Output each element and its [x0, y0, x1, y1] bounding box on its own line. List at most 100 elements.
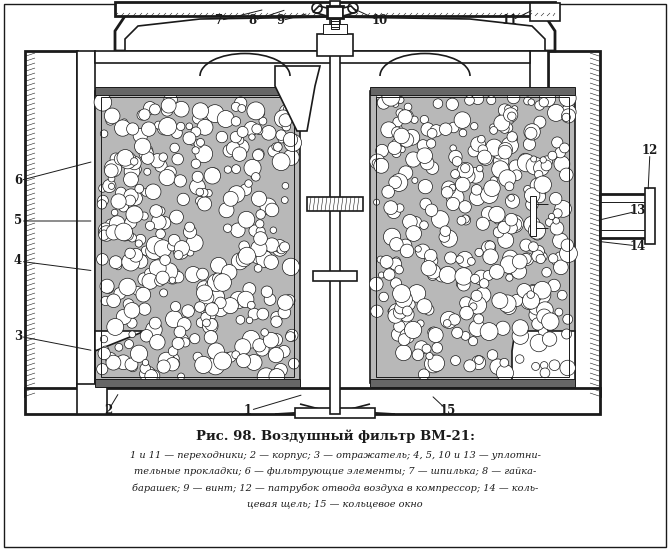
Circle shape [478, 151, 493, 165]
Circle shape [196, 196, 204, 206]
Circle shape [480, 186, 498, 203]
Circle shape [370, 154, 385, 169]
Polygon shape [25, 388, 600, 414]
Circle shape [96, 364, 108, 375]
Circle shape [513, 254, 527, 269]
Circle shape [205, 190, 212, 197]
Circle shape [133, 128, 147, 143]
Circle shape [471, 290, 482, 301]
Text: барашек; 9 — винт; 12 — патрубок отвода воздуха в компрессор; 14 — коль-: барашек; 9 — винт; 12 — патрубок отвода … [132, 483, 538, 493]
Circle shape [217, 111, 234, 127]
Circle shape [269, 348, 283, 363]
Circle shape [276, 130, 286, 141]
Circle shape [172, 337, 184, 349]
Circle shape [468, 296, 486, 314]
Circle shape [448, 122, 459, 133]
Circle shape [461, 332, 470, 341]
Circle shape [185, 222, 194, 232]
Circle shape [192, 171, 203, 182]
Circle shape [506, 274, 513, 281]
Circle shape [388, 308, 394, 314]
Circle shape [449, 314, 460, 325]
Circle shape [490, 177, 497, 183]
Circle shape [226, 142, 240, 155]
Circle shape [106, 116, 115, 125]
Circle shape [550, 222, 564, 235]
Circle shape [529, 222, 545, 239]
Circle shape [537, 302, 553, 318]
Circle shape [530, 334, 547, 352]
Circle shape [425, 204, 438, 217]
Circle shape [555, 308, 563, 316]
Circle shape [197, 281, 212, 296]
Circle shape [508, 112, 516, 121]
Circle shape [157, 360, 170, 373]
Circle shape [200, 188, 208, 197]
Circle shape [484, 180, 500, 197]
Circle shape [255, 127, 263, 134]
Circle shape [529, 308, 543, 322]
Circle shape [255, 342, 269, 356]
Circle shape [521, 253, 533, 266]
Circle shape [139, 146, 153, 160]
Circle shape [134, 255, 148, 268]
Circle shape [417, 320, 424, 327]
Circle shape [535, 101, 544, 110]
Circle shape [384, 201, 398, 214]
Circle shape [222, 268, 234, 279]
Circle shape [483, 249, 498, 264]
Circle shape [504, 108, 518, 122]
Circle shape [279, 104, 295, 121]
Circle shape [244, 159, 261, 176]
Circle shape [559, 143, 569, 153]
Circle shape [195, 145, 212, 163]
Circle shape [498, 145, 512, 159]
Circle shape [476, 217, 489, 230]
Circle shape [399, 307, 414, 322]
Circle shape [401, 110, 413, 122]
Circle shape [446, 197, 460, 210]
Circle shape [149, 260, 166, 277]
Circle shape [145, 242, 163, 260]
Bar [95, 91, 300, 383]
Circle shape [498, 295, 516, 312]
Circle shape [107, 294, 121, 307]
Circle shape [232, 165, 241, 174]
Circle shape [396, 109, 405, 117]
Circle shape [475, 287, 491, 303]
Circle shape [135, 138, 151, 154]
Circle shape [393, 131, 400, 138]
Circle shape [532, 229, 543, 240]
Circle shape [508, 195, 517, 203]
Circle shape [116, 355, 131, 370]
Circle shape [238, 291, 254, 307]
Circle shape [170, 143, 180, 153]
Circle shape [547, 104, 564, 121]
Circle shape [256, 342, 266, 352]
Circle shape [214, 352, 232, 370]
Circle shape [208, 274, 225, 291]
Circle shape [248, 308, 260, 320]
Circle shape [507, 132, 517, 142]
Circle shape [376, 144, 389, 157]
Circle shape [135, 234, 146, 245]
Circle shape [399, 166, 413, 180]
Circle shape [231, 117, 241, 126]
Circle shape [105, 353, 117, 364]
Text: 7: 7 [214, 14, 222, 28]
Bar [530, 196, 536, 236]
Circle shape [493, 227, 504, 237]
Circle shape [159, 170, 175, 186]
Circle shape [395, 302, 407, 314]
Bar [317, 34, 353, 56]
Circle shape [147, 236, 164, 254]
Polygon shape [25, 51, 77, 396]
Circle shape [123, 299, 134, 310]
Circle shape [149, 245, 159, 255]
Circle shape [382, 186, 395, 198]
Circle shape [243, 283, 256, 295]
Text: 14: 14 [630, 240, 646, 252]
Circle shape [256, 210, 265, 219]
Circle shape [412, 349, 423, 360]
Text: 6: 6 [14, 175, 22, 187]
